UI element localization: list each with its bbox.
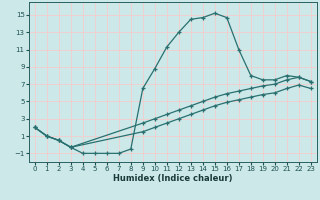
X-axis label: Humidex (Indice chaleur): Humidex (Indice chaleur): [113, 174, 233, 183]
